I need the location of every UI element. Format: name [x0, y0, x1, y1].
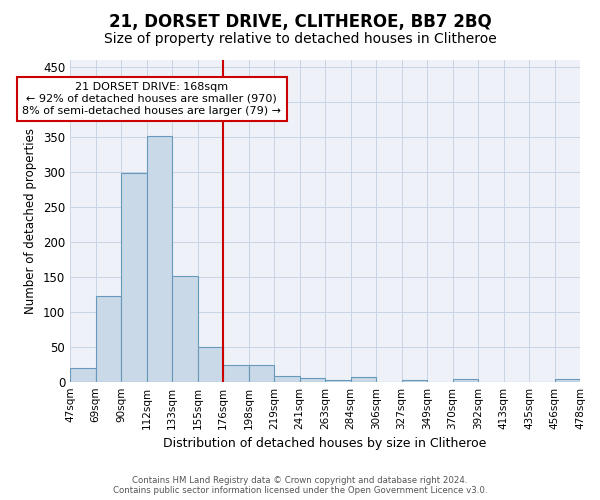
Bar — [223, 365, 248, 382]
Bar — [554, 379, 580, 382]
Bar — [197, 346, 223, 382]
X-axis label: Distribution of detached houses by size in Clitheroe: Distribution of detached houses by size … — [163, 437, 487, 450]
Bar — [70, 368, 95, 382]
Bar — [325, 380, 350, 382]
Bar — [401, 380, 427, 382]
Bar — [172, 276, 197, 382]
Y-axis label: Number of detached properties: Number of detached properties — [25, 128, 37, 314]
Bar — [299, 378, 325, 382]
Bar — [350, 378, 376, 382]
Bar — [121, 174, 146, 382]
Text: Size of property relative to detached houses in Clitheroe: Size of property relative to detached ho… — [104, 32, 496, 46]
Bar — [452, 379, 478, 382]
Bar — [146, 136, 172, 382]
Bar — [248, 365, 274, 382]
Text: 21 DORSET DRIVE: 168sqm
← 92% of detached houses are smaller (970)
8% of semi-de: 21 DORSET DRIVE: 168sqm ← 92% of detache… — [22, 82, 281, 116]
Text: Contains HM Land Registry data © Crown copyright and database right 2024.
Contai: Contains HM Land Registry data © Crown c… — [113, 476, 487, 495]
Text: 21, DORSET DRIVE, CLITHEROE, BB7 2BQ: 21, DORSET DRIVE, CLITHEROE, BB7 2BQ — [109, 12, 491, 30]
Bar — [274, 376, 299, 382]
Bar — [95, 296, 121, 382]
